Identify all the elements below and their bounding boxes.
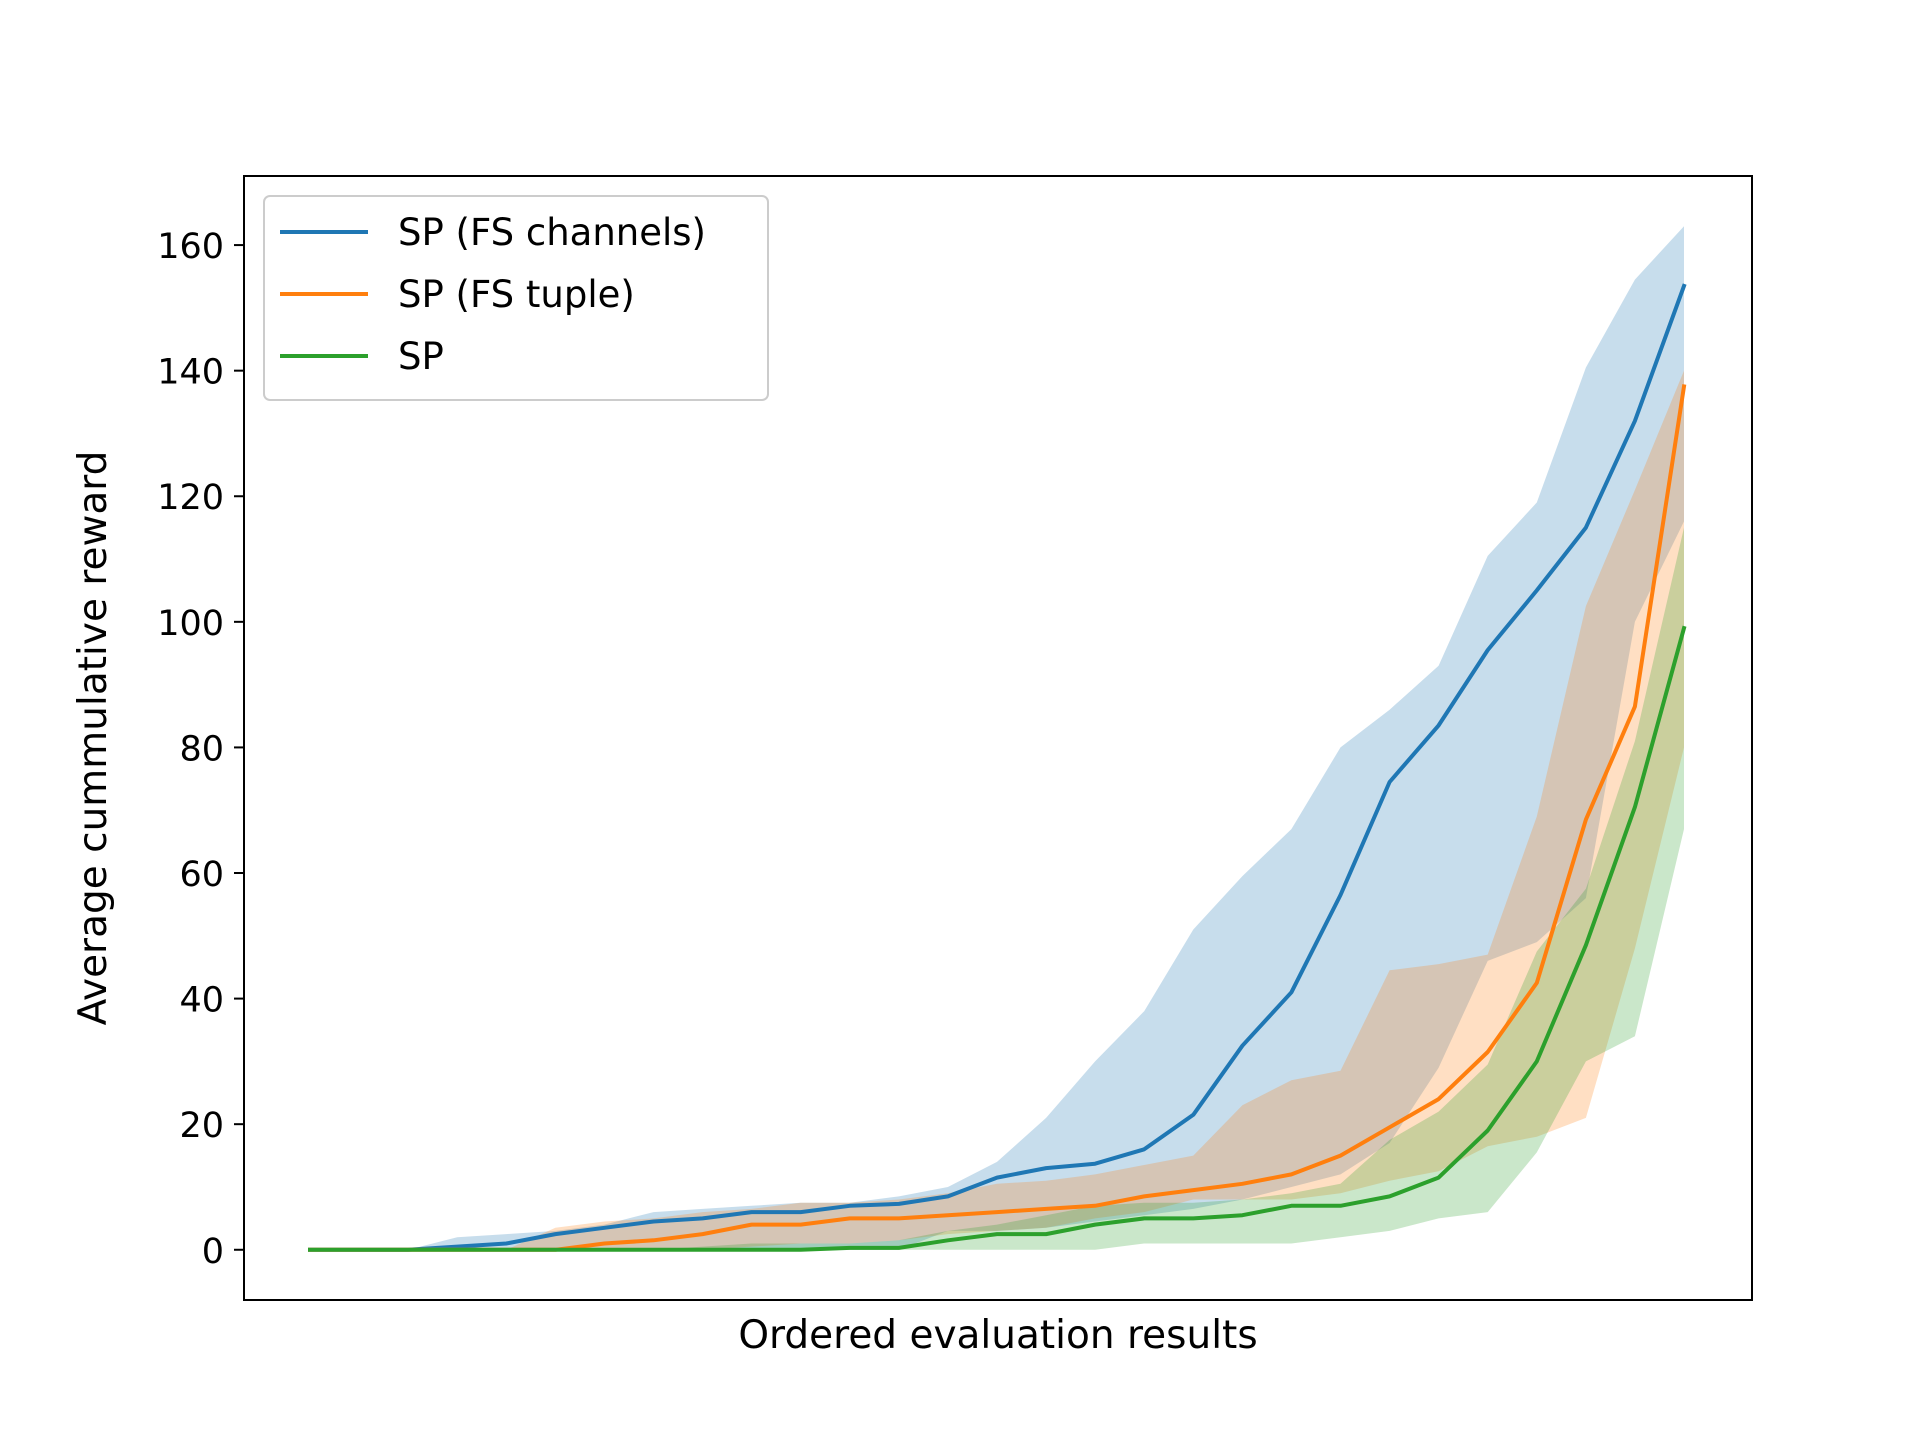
y-tick-label: 20: [179, 1106, 224, 1146]
y-tick-label: 120: [157, 478, 224, 518]
legend-frame: [263, 195, 769, 401]
band-sp-fs-channels: [310, 226, 1684, 1250]
x-axis-label: Ordered evaluation results: [738, 1313, 1257, 1358]
line-sp-fs-channels: [308, 283, 1687, 1252]
y-tick-label: 160: [157, 227, 224, 267]
series-lines: [308, 283, 1687, 1252]
legend-label-sp-fs-channels: SP (FS channels): [398, 211, 706, 254]
y-tick-label: 60: [179, 855, 224, 895]
y-tick-label: 80: [179, 729, 224, 769]
plot-frame: [243, 175, 1753, 1301]
legend-label-sp: SP: [398, 335, 444, 378]
legend-label-sp-fs-tuple: SP (FS tuple): [398, 273, 635, 316]
y-tick-label: 140: [157, 353, 224, 393]
y-axis-ticks: 0 20 40 60 80 100 120 140 160: [157, 227, 244, 1272]
y-tick-label: 40: [179, 981, 224, 1021]
y-tick-label: 100: [157, 604, 224, 644]
line-sp: [308, 625, 1687, 1252]
confidence-bands: [310, 226, 1684, 1250]
y-axis-label: Average cummulative reward: [71, 451, 116, 1026]
y-tick-label: 0: [202, 1232, 224, 1272]
legend: SP (FS channels) SP (FS tuple) SP: [263, 195, 769, 401]
